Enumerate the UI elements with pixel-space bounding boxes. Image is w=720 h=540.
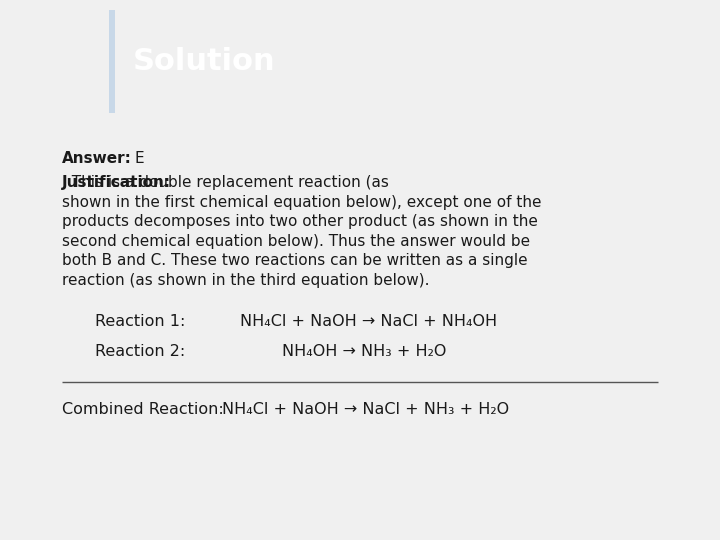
Text: products decomposes into two other product (as shown in the: products decomposes into two other produ… [62,214,538,229]
Text: Answer:: Answer: [62,151,132,166]
Text: NH₄Cl + NaOH → NaCl + NH₄OH: NH₄Cl + NaOH → NaCl + NH₄OH [240,314,497,329]
Text: NH₄OH → NH₃ + H₂O: NH₄OH → NH₃ + H₂O [282,344,446,359]
Text: Reaction 2:: Reaction 2: [95,344,185,359]
Text: Justification:: Justification: [62,175,171,190]
Text: second chemical equation below). Thus the answer would be: second chemical equation below). Thus th… [62,234,530,248]
Text: reaction (as shown in the third equation below).: reaction (as shown in the third equation… [62,273,430,288]
Text: Solution: Solution [133,47,276,76]
Text: NH₄Cl + NaOH → NaCl + NH₃ + H₂O: NH₄Cl + NaOH → NaCl + NH₃ + H₂O [222,402,509,417]
Text: Combined Reaction:: Combined Reaction: [62,402,224,417]
Text: shown in the first chemical equation below), except one of the: shown in the first chemical equation bel… [62,194,541,210]
Bar [109,10,115,113]
Text: both B and C. These two reactions can be written as a single: both B and C. These two reactions can be… [62,253,528,268]
Text: This is a double replacement reaction (as: This is a double replacement reaction (a… [62,175,389,190]
Text: E: E [135,151,145,166]
Text: Reaction 1:: Reaction 1: [95,314,185,329]
